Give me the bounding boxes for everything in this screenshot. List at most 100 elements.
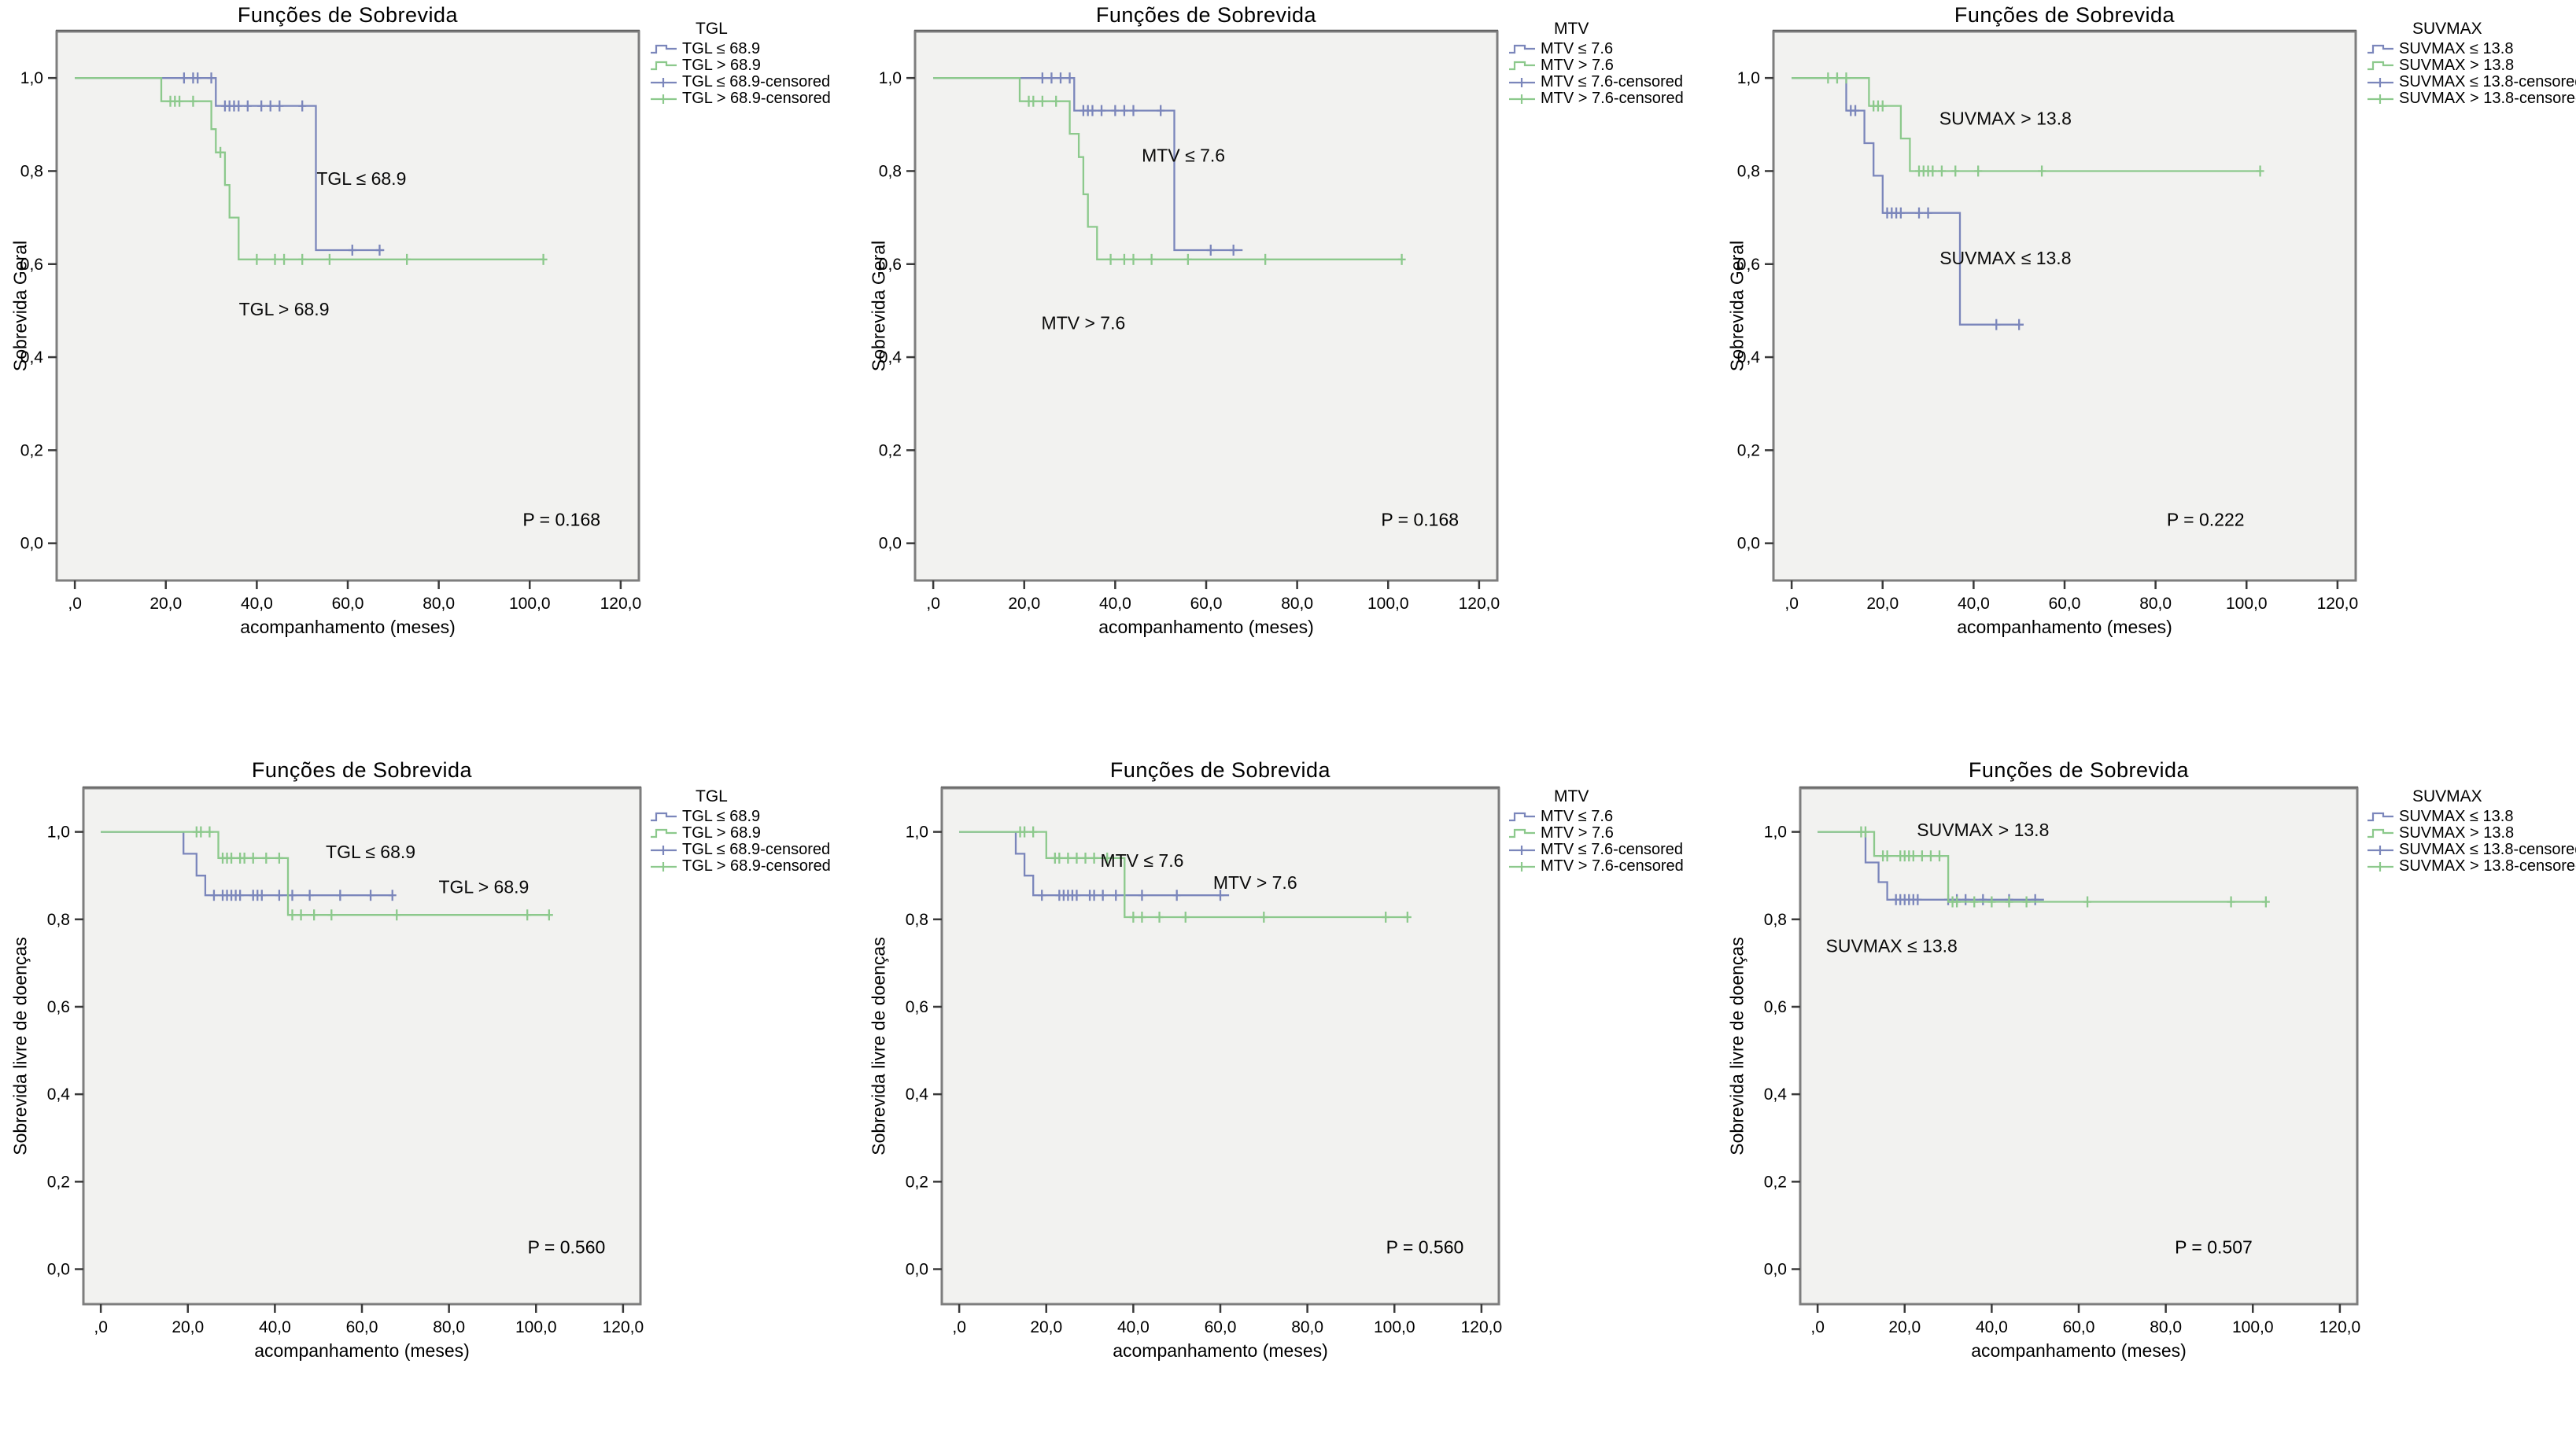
censor-plus-icon	[2367, 861, 2393, 872]
svg-text:60,0: 60,0	[332, 595, 364, 613]
svg-text:1,0: 1,0	[1737, 69, 1760, 87]
svg-text:1,0: 1,0	[879, 69, 902, 87]
legend-item-curve: MTV ≤ 7.6	[1508, 41, 1684, 57]
svg-text:SUVMAX > 13.8: SUVMAX > 13.8	[1917, 820, 2049, 840]
svg-text:0,2: 0,2	[20, 441, 43, 459]
svg-text:0,0: 0,0	[47, 1261, 70, 1279]
svg-text:100,0: 100,0	[509, 595, 551, 613]
step-line-icon	[1509, 812, 1535, 821]
legend-item-curve: TGL ≤ 68.9	[650, 809, 831, 825]
svg-text:60,0: 60,0	[1190, 595, 1223, 613]
censor-plus-icon	[651, 845, 677, 855]
km-panel-os-tgl: ,0 20,0 40,0 60,0 80,0 100,0 120,0 0,0 0,2 0,4 0,6…	[0, 0, 859, 720]
svg-text:SUVMAX ≤ 13.8: SUVMAX ≤ 13.8	[1826, 935, 1958, 956]
svg-text:0,4: 0,4	[20, 348, 44, 367]
svg-text:120,0: 120,0	[1461, 1318, 1503, 1336]
legend-item-censored: TGL > 68.9-censored	[650, 90, 831, 107]
p-value: P = 0.222	[2166, 509, 2245, 530]
svg-text:20,0: 20,0	[149, 595, 182, 613]
svg-text:120,0: 120,0	[2317, 595, 2359, 613]
svg-text:80,0: 80,0	[2139, 595, 2172, 613]
x-axis-label: acompanhamento (meses)	[240, 617, 456, 637]
legend-item-curve: TGL > 68.9	[650, 825, 831, 842]
legend-item-curve: TGL ≤ 68.9	[650, 41, 831, 57]
step-line-icon	[2367, 812, 2393, 821]
legend-label: MTV ≤ 7.6-censored	[1541, 841, 1684, 858]
legend-label: MTV ≤ 7.6-censored	[1541, 73, 1684, 90]
svg-text:100,0: 100,0	[515, 1318, 557, 1336]
y-axis-label: Sobrevida livre de doenças	[868, 937, 889, 1155]
legend-title: SUVMAX	[2412, 787, 2482, 805]
censor-plus-icon	[2367, 77, 2393, 87]
km-plot: ,0 20,0 40,0 60,0 80,0 100,0 120,0 0,0 0,2 0,4 0,6…	[1737, 29, 2359, 613]
legend-item-curve: SUVMAX ≤ 13.8	[2367, 809, 2576, 825]
svg-text:0,6: 0,6	[1764, 998, 1787, 1016]
km-panel-dfs-suvmax: ,0 20,0 40,0 60,0 80,0 100,0 120,0 0,0 0,2 0,4 0,6…	[1717, 720, 2576, 1441]
svg-text:0,4: 0,4	[47, 1085, 71, 1104]
legend-item-censored: SUVMAX ≤ 13.8-censored	[2367, 842, 2576, 858]
svg-text:,0: ,0	[94, 1318, 108, 1336]
svg-text:80,0: 80,0	[1291, 1318, 1323, 1336]
svg-text:,0: ,0	[952, 1318, 966, 1336]
legend-label: TGL > 68.9	[682, 824, 761, 842]
svg-text:0,8: 0,8	[20, 162, 43, 180]
svg-text:20,0: 20,0	[1866, 595, 1899, 613]
svg-text:80,0: 80,0	[2150, 1318, 2182, 1336]
svg-text:1,0: 1,0	[906, 824, 928, 842]
step-line-icon	[1509, 828, 1535, 838]
svg-text:120,0: 120,0	[603, 1318, 644, 1336]
step-line-icon	[2367, 61, 2393, 70]
svg-text:SUVMAX > 13.8: SUVMAX > 13.8	[1939, 108, 2072, 128]
svg-text:100,0: 100,0	[2226, 595, 2268, 613]
svg-text:TGL > 68.9: TGL > 68.9	[239, 299, 330, 319]
x-axis-label: acompanhamento (meses)	[1113, 1340, 1328, 1361]
svg-text:60,0: 60,0	[346, 1318, 378, 1336]
svg-text:MTV > 7.6: MTV > 7.6	[1213, 872, 1297, 893]
legend-label: SUVMAX ≤ 13.8	[2399, 808, 2514, 825]
svg-text:40,0: 40,0	[1117, 1318, 1150, 1336]
svg-text:0,8: 0,8	[1764, 911, 1787, 929]
censor-plus-icon	[2367, 845, 2393, 855]
svg-text:,0: ,0	[926, 595, 940, 613]
censor-plus-icon	[651, 861, 677, 872]
legend-item-censored: MTV ≤ 7.6-censored	[1508, 842, 1684, 858]
legend-label: MTV > 7.6	[1541, 57, 1614, 74]
legend: TGL TGL ≤ 68.9 TGL > 68.9 TGL ≤ 68.9-censo…	[650, 20, 831, 107]
svg-text:60,0: 60,0	[2063, 1318, 2095, 1336]
svg-text:0,6: 0,6	[906, 998, 928, 1016]
svg-text:120,0: 120,0	[600, 595, 642, 613]
svg-text:0,6: 0,6	[20, 256, 43, 274]
legend-items: TGL ≤ 68.9 TGL > 68.9 TGL ≤ 68.9-censored T…	[650, 41, 831, 107]
svg-text:TGL ≤ 68.9: TGL ≤ 68.9	[326, 842, 415, 862]
svg-text:0,0: 0,0	[20, 535, 43, 553]
svg-text:40,0: 40,0	[1976, 1318, 2008, 1336]
legend-items: MTV ≤ 7.6 MTV > 7.6 MTV ≤ 7.6-censored MTV …	[1508, 41, 1684, 107]
svg-text:0,4: 0,4	[879, 348, 902, 367]
svg-text:100,0: 100,0	[1367, 595, 1409, 613]
svg-text:120,0: 120,0	[2320, 1318, 2361, 1336]
legend-label: MTV > 7.6-censored	[1541, 857, 1684, 875]
p-value: P = 0.168	[1381, 509, 1460, 530]
legend-label: SUVMAX ≤ 13.8-censored	[2399, 73, 2576, 90]
step-line-icon	[651, 828, 677, 838]
y-axis-label: Sobrevida Geral	[868, 240, 889, 372]
chart-title: Funções de Sobrevida	[1954, 3, 2176, 27]
svg-text:,0: ,0	[68, 595, 82, 613]
svg-text:0,4: 0,4	[906, 1085, 929, 1104]
svg-text:0,2: 0,2	[1764, 1173, 1787, 1191]
legend-label: TGL ≤ 68.9	[682, 40, 761, 57]
legend-item-curve: MTV > 7.6	[1508, 825, 1684, 842]
censor-plus-icon	[1509, 94, 1535, 104]
legend-label: TGL > 68.9-censored	[682, 90, 831, 107]
km-panel-dfs-mtv: ,0 20,0 40,0 60,0 80,0 100,0 120,0 0,0 0,2 0,4 0,6…	[858, 720, 1718, 1441]
legend-item-curve: SUVMAX ≤ 13.8	[2367, 41, 2576, 57]
x-axis-label: acompanhamento (meses)	[1098, 617, 1314, 637]
legend-item-curve: SUVMAX > 13.8	[2367, 825, 2576, 842]
legend-title: TGL	[696, 787, 728, 805]
legend-items: TGL ≤ 68.9 TGL > 68.9 TGL ≤ 68.9-censored T…	[650, 809, 831, 875]
svg-text:MTV ≤ 7.6: MTV ≤ 7.6	[1142, 146, 1225, 166]
legend: MTV MTV ≤ 7.6 MTV > 7.6 MTV ≤ 7.6-censored…	[1508, 20, 1684, 107]
svg-text:0,6: 0,6	[47, 998, 70, 1016]
legend-title: MTV	[1554, 787, 1589, 805]
legend-label: SUVMAX > 13.8-censored	[2399, 857, 2576, 875]
